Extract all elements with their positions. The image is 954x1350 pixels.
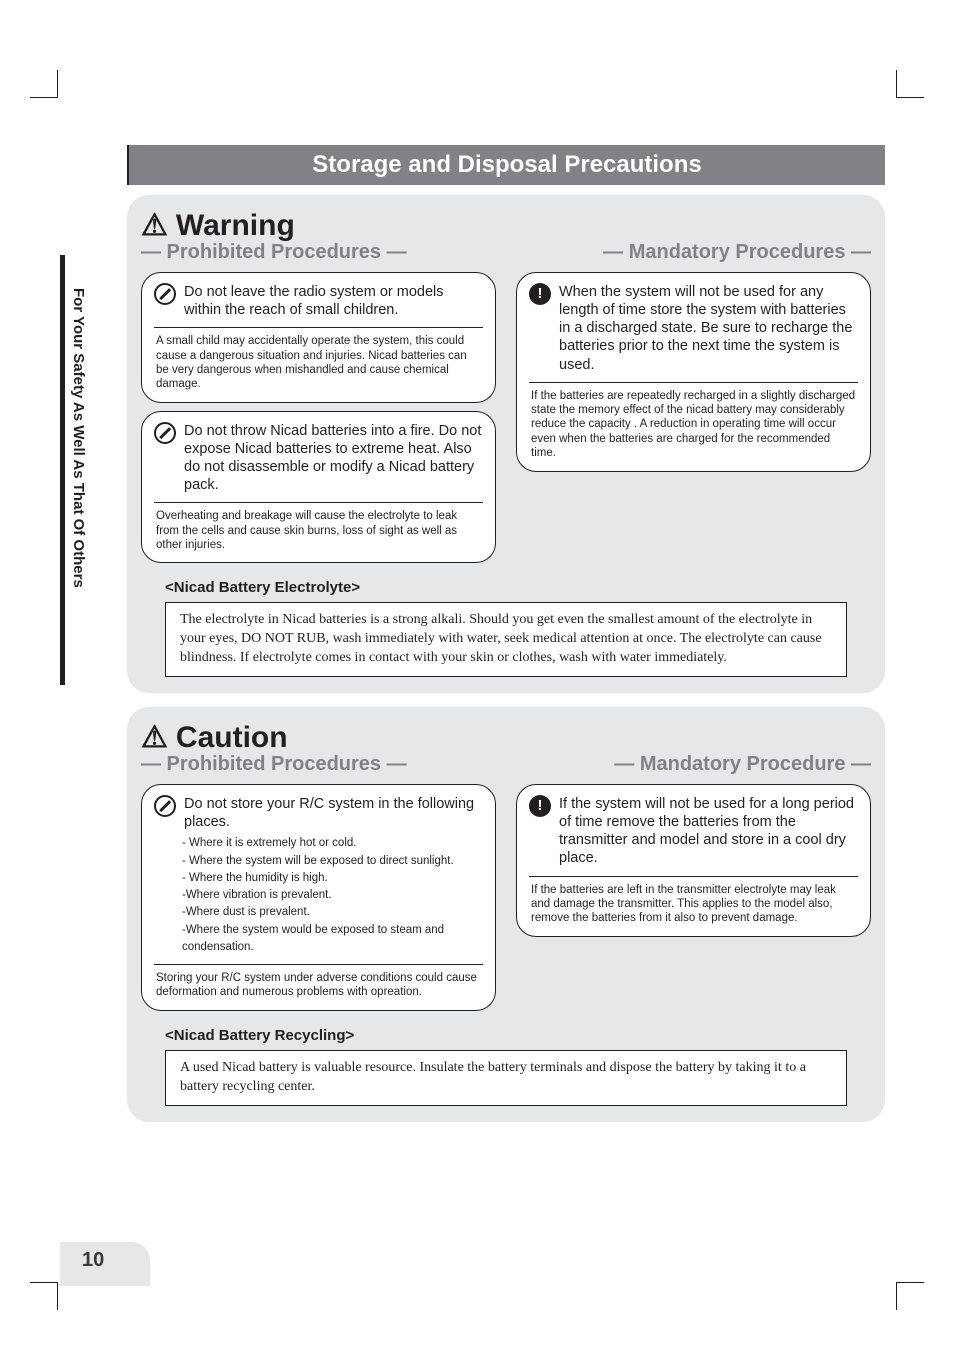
warning-icon: ⚠ xyxy=(141,211,168,241)
recycling-body: A used Nicad battery is valuable resourc… xyxy=(180,1059,832,1097)
prohibit-icon xyxy=(154,283,176,305)
list-item: -Where the system would be exposed to st… xyxy=(182,922,483,957)
electrolyte-box: The electrolyte in Nicad batteries is a … xyxy=(165,602,847,677)
prohibit-icon xyxy=(154,795,176,817)
warning-mandatory-label: — Mandatory Procedures — xyxy=(603,241,871,264)
bubble-explain: Overheating and breakage will cause the … xyxy=(154,502,483,552)
list-item: - Where it is extremely hot or cold. xyxy=(182,835,483,852)
caution-mandatory-item: ! If the system will not be used for a l… xyxy=(516,784,871,937)
warning-mandatory-item: ! When the system will not be used for a… xyxy=(516,272,871,472)
bubble-list: - Where it is extremely hot or cold. - W… xyxy=(154,835,483,956)
caution-mandatory-col: ! If the system will not be used for a l… xyxy=(516,784,871,1019)
bubble-text: When the system will not be used for any… xyxy=(559,283,858,374)
recycling-box: A used Nicad battery is valuable resourc… xyxy=(165,1050,847,1106)
mandatory-icon: ! xyxy=(529,283,551,305)
bubble-explain: Storing your R/C system under adverse co… xyxy=(154,964,483,1000)
electrolyte-body: The electrolyte in Nicad batteries is a … xyxy=(180,611,832,668)
warning-prohibited-col: Do not leave the radio system or models … xyxy=(141,272,496,571)
warning-mandatory-col: ! When the system will not be used for a… xyxy=(516,272,871,571)
list-item: - Where the system will be exposed to di… xyxy=(182,853,483,870)
bubble-text: Do not throw Nicad batteries into a fire… xyxy=(184,422,483,495)
bubble-explain: A small child may accidentally operate t… xyxy=(154,327,483,392)
warning-prohibited-item: Do not leave the radio system or models … xyxy=(141,272,496,403)
list-item: - Where the humidity is high. xyxy=(182,870,483,887)
recycling-title: <Nicad Battery Recycling> xyxy=(165,1027,871,1044)
warning-heading-text: Warning xyxy=(176,209,295,243)
caution-panel: ⚠ Caution — Prohibited Procedures — — Ma… xyxy=(127,707,885,1122)
list-item: -Where dust is prevalent. xyxy=(182,904,483,921)
bubble-explain: If the batteries are left in the transmi… xyxy=(529,876,858,926)
page-title: Storage and Disposal Precautions xyxy=(127,145,885,185)
list-item: -Where vibration is prevalent. xyxy=(182,887,483,904)
caution-prohibited-item: Do not store your R/C system in the foll… xyxy=(141,784,496,1011)
warning-prohibited-label: — Prohibited Procedures — xyxy=(141,241,407,264)
bubble-text: Do not leave the radio system or models … xyxy=(184,283,483,319)
bubble-text: Do not store your R/C system in the foll… xyxy=(184,795,483,831)
warning-panel: ⚠ Warning — Prohibited Procedures — — Ma… xyxy=(127,195,885,693)
caution-prohibited-col: Do not store your R/C system in the foll… xyxy=(141,784,496,1019)
caution-heading-text: Caution xyxy=(176,721,288,755)
mandatory-icon: ! xyxy=(529,795,551,817)
warning-prohibited-item: Do not throw Nicad batteries into a fire… xyxy=(141,411,496,564)
side-accent xyxy=(60,255,65,685)
bubble-explain: If the batteries are repeatedly recharge… xyxy=(529,382,858,461)
prohibit-icon xyxy=(154,422,176,444)
caution-mandatory-label: — Mandatory Procedure — xyxy=(614,753,871,776)
page-content: Storage and Disposal Precautions ⚠ Warni… xyxy=(70,145,885,1122)
page-number-bg xyxy=(60,1242,150,1286)
caution-icon: ⚠ xyxy=(141,723,168,753)
bubble-text: If the system will not be used for a lon… xyxy=(559,795,858,868)
page-number: 10 xyxy=(82,1249,104,1272)
warning-heading: ⚠ Warning xyxy=(141,209,871,243)
caution-heading: ⚠ Caution xyxy=(141,721,871,755)
electrolyte-title: <Nicad Battery Electrolyte> xyxy=(165,579,871,596)
caution-prohibited-label: — Prohibited Procedures — xyxy=(141,753,407,776)
